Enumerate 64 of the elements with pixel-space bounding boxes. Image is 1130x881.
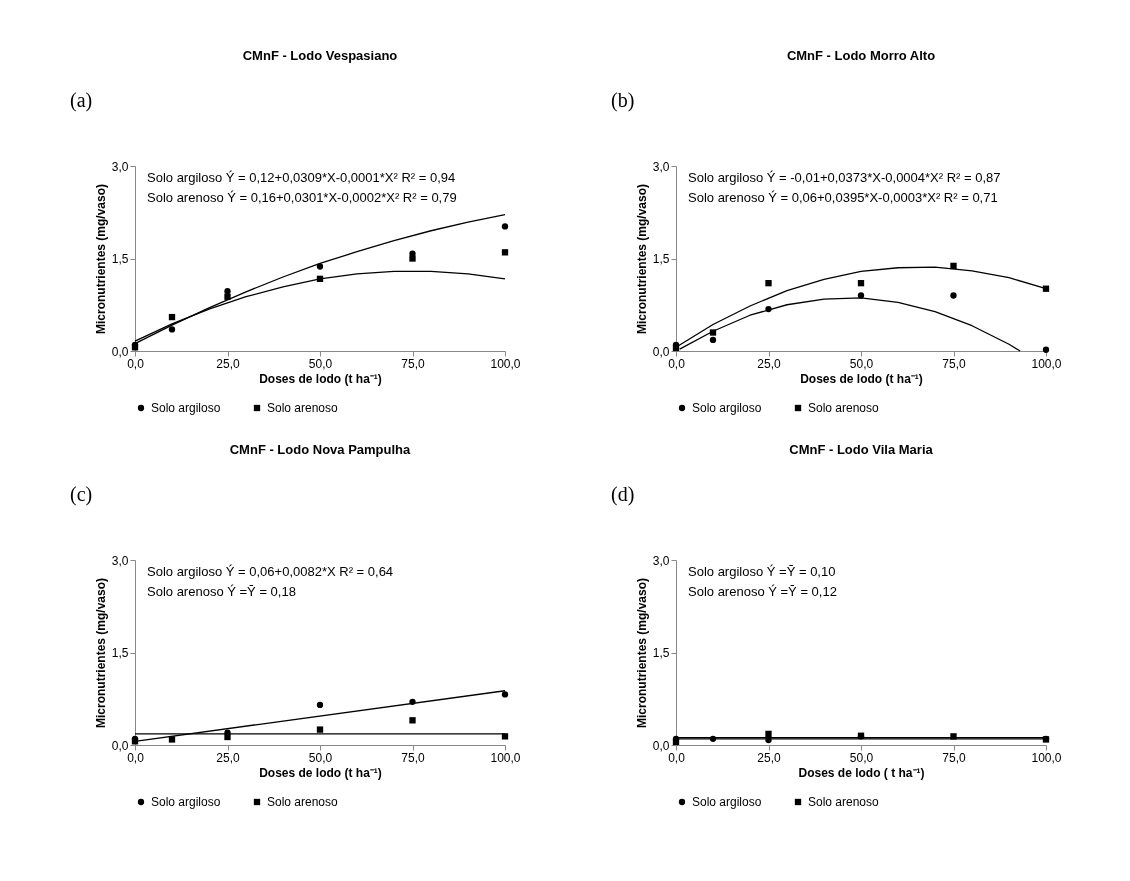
y-tick-label: 3,0 [111,553,129,568]
text: (a) [70,89,93,112]
x-tick-label: 75,0 [942,356,966,371]
x-tick-label: 0,0 [668,356,686,371]
y-tick-label: 0,0 [652,344,670,359]
legend-label: Solo arenoso [267,795,339,809]
x-tick-label: 50,0 [308,356,333,371]
chart-title: CMnF - Lodo Nova Pampulha [229,442,412,457]
x-tick-label: 75,0 [401,356,425,371]
annotation: Solo argiloso Ý =Ȳ = 0,10 [688,564,836,579]
annotation: Solo arenoso Ý =Ȳ = 0,18 [147,584,296,599]
x-tick-label: 75,0 [942,750,966,765]
y-tick-label: 3,0 [652,159,670,174]
y-tick-label: 3,0 [111,159,129,174]
chart-title: CMnF - Lodo Vila Maria [789,442,934,457]
x-tick-label: 100,0 [490,750,521,765]
x-axis-title: Doses de lodo (t ha⁻¹) [259,371,382,386]
x-tick-label: 50,0 [849,750,874,765]
annotation: Solo arenoso Ý = 0,16+0,0301*X-0,0002*X² R² = 0,79 [147,190,457,205]
legend-label: Solo arenoso [267,401,339,415]
y-tick-label: 1,5 [652,252,670,266]
annotation: Solo argiloso Ý = 0,12+0,0309*X-0,0001*X² R² = 0,94 [147,170,456,185]
x-tick-label: 100,0 [1031,356,1062,371]
annotation: Solo arenoso Ý =Ȳ = 0,12 [688,584,837,599]
x-tick-label: 0,0 [127,356,145,371]
x-axis-title: Doses de lodo (t ha⁻¹) [259,765,382,780]
x-tick-label: 75,0 [401,750,425,765]
x-tick-label: 25,0 [757,750,781,765]
x-tick-label: 25,0 [216,750,240,765]
y-tick-label: 3,0 [652,553,670,568]
x-tick-label: 100,0 [1031,750,1062,765]
annotation: Solo argiloso Ý = -0,01+0,0373*X-0,0004*X² R² = 0,87 [688,170,1001,185]
x-tick-label: 0,0 [127,750,145,765]
chart-title: CMnF - Lodo Morro Alto [786,48,936,63]
chart-title: CMnF - Lodo Vespasiano [242,48,398,63]
y-axis-title: Micronutrientes (mg/vaso) [634,183,649,335]
legend-label: Solo argiloso [151,795,221,809]
y-tick-label: 1,5 [111,252,129,266]
x-tick-label: 100,0 [490,356,521,371]
y-tick-label: 0,0 [652,738,670,753]
y-tick-label: 1,5 [652,646,670,660]
annotation: Solo arenoso Ý = 0,06+0,0395*X-0,0003*X² R² = 0,71 [688,190,998,205]
text: (d) [611,483,635,506]
x-tick-label: 50,0 [849,356,874,371]
legend-label: Solo argiloso [151,401,221,415]
y-axis-title: Micronutrientes (mg/vaso) [634,577,649,729]
x-tick-label: 25,0 [757,356,781,371]
text: (c) [70,483,93,506]
y-tick-label: 0,0 [111,738,129,753]
legend-label: Solo argiloso [692,401,762,415]
x-axis-title: Doses de lodo ( t ha⁻¹) [798,765,925,780]
annotation: Solo argiloso Ý = 0,06+0,0082*X R² = 0,64 [147,564,394,579]
legend-label: Solo arenoso [808,401,880,415]
y-tick-label: 1,5 [111,646,129,660]
y-tick-label: 0,0 [111,344,129,359]
y-axis-title: Micronutrientes (mg/vaso) [93,577,108,729]
y-axis-title: Micronutrientes (mg/vaso) [93,183,108,335]
legend-label: Solo arenoso [808,795,880,809]
x-axis-title: Doses de lodo (t ha⁻¹) [800,371,923,386]
x-tick-label: 25,0 [216,356,240,371]
x-tick-label: 0,0 [668,750,686,765]
text: (b) [611,89,635,112]
x-tick-label: 50,0 [308,750,333,765]
legend-label: Solo argiloso [692,795,762,809]
